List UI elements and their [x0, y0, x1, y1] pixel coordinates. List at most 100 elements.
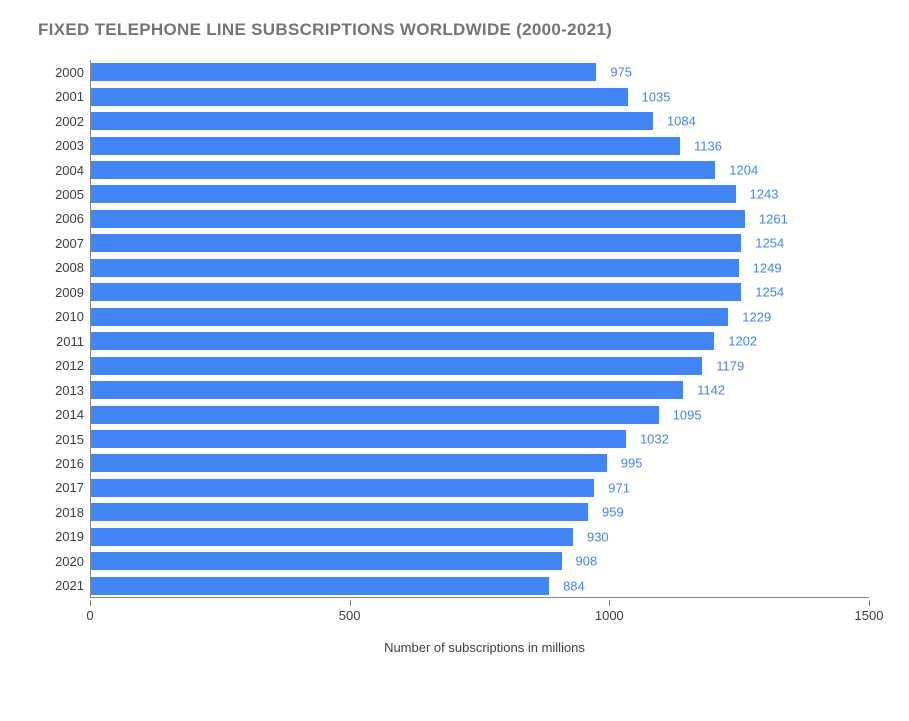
bar-fill [90, 63, 596, 81]
y-axis-category-label: 2001 [40, 89, 84, 104]
bar-fill [90, 406, 659, 424]
bar-fill [90, 430, 626, 448]
x-tick-label: 0 [86, 608, 93, 623]
x-axis: 050010001500 [90, 600, 869, 630]
bar-fill [90, 137, 680, 155]
bar-row: 20111202 [90, 330, 869, 352]
y-axis-category-label: 2021 [40, 578, 84, 593]
bar-value-label: 1202 [728, 334, 757, 349]
bar-row: 20041204 [90, 159, 869, 181]
bar-track: 1254 [90, 283, 869, 301]
bar-track: 1249 [90, 259, 869, 277]
y-axis-category-label: 2014 [40, 407, 84, 422]
bar-row: 2016995 [90, 452, 869, 474]
bar-track: 1084 [90, 112, 869, 130]
bar-value-label: 1142 [697, 383, 725, 398]
bar-fill [90, 528, 573, 546]
bar-track: 1229 [90, 308, 869, 326]
bar-value-label: 1249 [753, 260, 782, 275]
x-tick-mark [350, 600, 351, 606]
bar-track: 975 [90, 63, 869, 81]
bar-row: 2000975 [90, 61, 869, 83]
bar-value-label: 1179 [716, 358, 744, 373]
bar-fill [90, 479, 594, 497]
bar-fill [90, 210, 745, 228]
bar-value-label: 1254 [755, 236, 784, 251]
y-axis-category-label: 2000 [40, 65, 84, 80]
bar-value-label: 971 [608, 480, 630, 495]
bar-row: 20071254 [90, 232, 869, 254]
x-axis-title: Number of subscriptions in millions [90, 640, 879, 655]
bar-value-label: 995 [621, 456, 643, 471]
bar-value-label: 1084 [667, 114, 696, 129]
bar-fill [90, 357, 702, 375]
bar-row: 20131142 [90, 379, 869, 401]
bar-fill [90, 381, 683, 399]
bar-track: 1035 [90, 88, 869, 106]
bar-track: 1204 [90, 161, 869, 179]
bar-value-label: 1032 [640, 432, 669, 447]
bar-track: 1243 [90, 185, 869, 203]
bar-track: 1032 [90, 430, 869, 448]
x-axis-line [90, 597, 869, 598]
bar-fill [90, 185, 736, 203]
bar-value-label: 1136 [694, 138, 722, 153]
y-axis-category-label: 2012 [40, 358, 84, 373]
bar-row: 20141095 [90, 404, 869, 426]
y-axis-category-label: 2006 [40, 211, 84, 226]
y-axis-category-label: 2005 [40, 187, 84, 202]
bar-value-label: 1261 [759, 211, 788, 226]
bar-fill [90, 552, 562, 570]
bar-fill [90, 332, 714, 350]
bar-row: 2021884 [90, 575, 869, 597]
bar-row: 20091254 [90, 281, 869, 303]
bar-track: 1202 [90, 332, 869, 350]
y-axis-category-label: 2002 [40, 114, 84, 129]
bar-value-label: 1229 [742, 309, 771, 324]
y-axis-category-label: 2016 [40, 456, 84, 471]
bar-fill [90, 283, 741, 301]
bar-track: 959 [90, 503, 869, 521]
y-axis-category-label: 2019 [40, 529, 84, 544]
y-axis-line [90, 60, 91, 598]
y-axis-category-label: 2020 [40, 554, 84, 569]
bar-fill [90, 112, 653, 130]
bar-track: 908 [90, 552, 869, 570]
plot-area: 2000975200110352002108420031136200412042… [90, 60, 869, 630]
x-tick-mark [90, 600, 91, 606]
x-tick-label: 500 [339, 608, 361, 623]
bar-row: 20081249 [90, 257, 869, 279]
y-axis-category-label: 2009 [40, 285, 84, 300]
bar-row: 20031136 [90, 135, 869, 157]
y-axis-category-label: 2004 [40, 163, 84, 178]
bar-row: 2019930 [90, 526, 869, 548]
bar-value-label: 884 [563, 578, 585, 593]
y-axis-category-label: 2017 [40, 480, 84, 495]
chart-container: FIXED TELEPHONE LINE SUBSCRIPTIONS WORLD… [0, 0, 909, 721]
bar-track: 1136 [90, 137, 869, 155]
bar-track: 884 [90, 577, 869, 595]
y-axis-category-label: 2008 [40, 260, 84, 275]
bar-row: 20051243 [90, 183, 869, 205]
bar-fill [90, 259, 739, 277]
bar-row: 20061261 [90, 208, 869, 230]
chart-title: FIXED TELEPHONE LINE SUBSCRIPTIONS WORLD… [38, 20, 879, 40]
bar-row: 20011035 [90, 86, 869, 108]
bar-row: 2020908 [90, 550, 869, 572]
bar-track: 971 [90, 479, 869, 497]
bar-track: 1179 [90, 357, 869, 375]
bar-fill [90, 454, 607, 472]
y-axis-category-label: 2010 [40, 309, 84, 324]
x-tick-label: 1000 [595, 608, 624, 623]
bar-row: 20121179 [90, 355, 869, 377]
bar-value-label: 1095 [673, 407, 702, 422]
bar-value-label: 1243 [750, 187, 779, 202]
bar-value-label: 975 [610, 65, 632, 80]
bar-fill [90, 234, 741, 252]
bar-value-label: 1254 [755, 285, 784, 300]
y-axis-category-label: 2007 [40, 236, 84, 251]
y-axis-category-label: 2011 [40, 334, 84, 349]
bar-row: 20151032 [90, 428, 869, 450]
bar-fill [90, 161, 715, 179]
x-tick-label: 1500 [855, 608, 884, 623]
